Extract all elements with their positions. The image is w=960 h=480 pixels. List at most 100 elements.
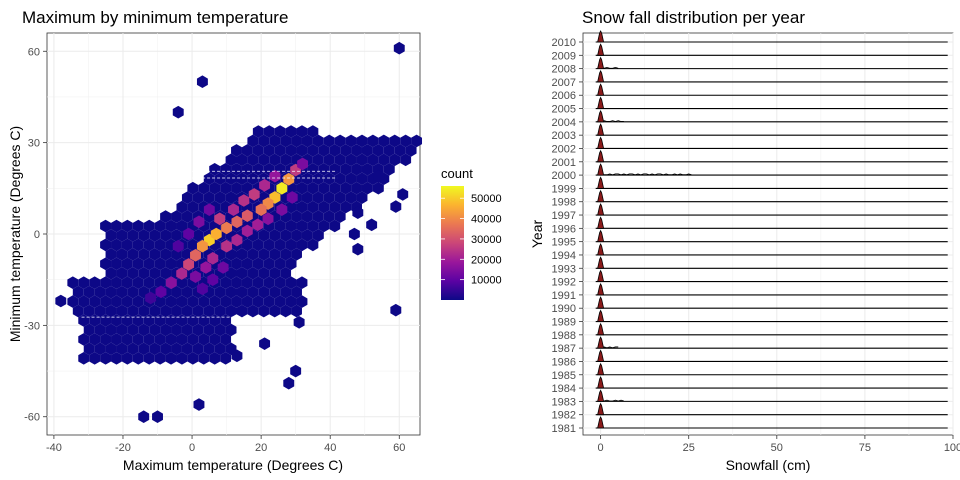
- hexbin-background-cell: [143, 276, 155, 289]
- hexbin-cell: [352, 242, 364, 256]
- hexbin-background-cell: [187, 352, 199, 365]
- legend-ticks: 10000 20000 30000 40000 50000: [441, 193, 502, 287]
- x-tick-label: 0: [598, 442, 604, 454]
- ridge-density-2001: [597, 149, 605, 163]
- hexbin-cell: [286, 191, 298, 204]
- ridge-density-1987: [597, 336, 605, 349]
- hexbin-cell: [172, 239, 184, 253]
- hexbin-background-cell: [269, 285, 281, 299]
- hexbin-background-cell: [312, 210, 324, 223]
- hexbin-background-cell: [181, 342, 193, 356]
- hexbin-background-cell: [285, 276, 297, 289]
- hexbin-background-cell: [165, 352, 177, 365]
- hexbin-cell: [393, 41, 405, 55]
- hexbin-background-cell: [329, 163, 341, 176]
- hexbin-background-cell: [247, 172, 259, 186]
- hexbin-cell: [214, 212, 226, 226]
- hexbin-background-cell: [225, 153, 237, 167]
- hexbin-cell: [269, 169, 281, 183]
- hexbin-background-cell: [269, 248, 281, 261]
- hexbin-background-cell: [307, 125, 319, 138]
- hexbin-background-cell: [296, 295, 308, 308]
- hexbin-background-cell: [176, 219, 188, 233]
- hexbin-background-cell: [225, 304, 237, 318]
- hexbin-background-cell: [296, 276, 308, 289]
- hexbin-y-ticks: -60 -30 0 30 60: [24, 46, 47, 424]
- hexbin-cell: [366, 218, 378, 232]
- hexbin-background-cell: [132, 333, 144, 346]
- year-label: 2005: [552, 104, 576, 116]
- hexbin-background-cell: [394, 144, 406, 157]
- hexbin-background-cell: [285, 257, 297, 271]
- hexbin-cell: [55, 294, 67, 308]
- hexbin-background-cell: [116, 266, 128, 280]
- hexbin-background-cell: [274, 238, 286, 252]
- ridge-density-1995: [597, 229, 605, 243]
- count-legend: count 10000 20000 30000 40000 50000: [441, 166, 502, 300]
- hexbin-background-cell: [351, 144, 362, 157]
- legend-title: count: [441, 166, 473, 181]
- hexbin-background-cell: [383, 163, 395, 176]
- hexbin-background-cell: [94, 304, 106, 318]
- ridge-density-2003: [597, 123, 605, 136]
- hexbin-background-cell: [285, 144, 297, 157]
- hexbin-background-cell: [209, 163, 221, 176]
- ridge-density-2004: [597, 109, 605, 123]
- hexbin-background-cell: [323, 134, 335, 148]
- hexbin-background-cell: [296, 181, 308, 195]
- hexbin-cell: [238, 194, 250, 207]
- year-label: 1992: [552, 277, 576, 289]
- hexbin-background-cell: [263, 257, 275, 271]
- x-tick-label: 20: [255, 442, 267, 454]
- ridge-density-1992: [597, 269, 605, 282]
- hexbin-background-cell: [334, 191, 346, 204]
- hexbin-background-cell: [111, 276, 122, 289]
- hexbin-background-cell: [367, 134, 379, 148]
- hexbin-background-cell: [361, 181, 373, 195]
- hexbin-background-cell: [214, 342, 226, 356]
- hexbin-background-cell: [307, 181, 319, 195]
- hexbin-background-cell: [121, 295, 133, 308]
- hexbin-background-cell: [225, 323, 237, 337]
- hexbin-background-cell: [236, 266, 248, 280]
- hexbin-background-cell: [312, 191, 324, 204]
- ridge-density-2010: [597, 30, 605, 43]
- hexbin-background-cell: [149, 342, 161, 356]
- hexbin-background-cell: [241, 276, 253, 289]
- hexbin-background-cell: [291, 304, 302, 318]
- hexbin-background-cell: [154, 257, 166, 271]
- hexbin-background-cell: [269, 229, 281, 242]
- hexbin-background-cell: [154, 333, 166, 346]
- year-label: 1998: [552, 197, 576, 209]
- hexbin-background-cell: [329, 219, 341, 233]
- hexbin-background-cell: [258, 248, 270, 261]
- x-tick-label: -20: [115, 442, 131, 454]
- hexbin-background-cell: [231, 295, 242, 308]
- ridge-density-1982: [597, 402, 605, 416]
- hexbin-background-cell: [203, 191, 215, 204]
- year-label: 1983: [552, 396, 576, 408]
- hexbin-background-cell: [383, 144, 395, 157]
- hexbin-cell: [228, 203, 239, 216]
- hexbin-cell: [283, 376, 295, 390]
- hexbin-cell: [276, 182, 288, 195]
- ridge-density-2005: [597, 96, 605, 109]
- hexbin-background-cell: [361, 144, 373, 157]
- hexbin-background-cell: [296, 125, 308, 138]
- hexbin-cell: [241, 209, 253, 223]
- hexbin-background-cell: [351, 181, 362, 195]
- year-label: 2000: [552, 170, 576, 182]
- hexbin-cell: [152, 410, 163, 424]
- hexbin-cell: [172, 105, 184, 119]
- hexbin-background-cell: [291, 229, 302, 242]
- hexbin-background-cell: [132, 219, 144, 233]
- hexbin-panel: Maximum by minimum temperature -40 -20 0 20…: [7, 8, 423, 473]
- hexbin-background-cell: [252, 276, 264, 289]
- hexbin-background-cell: [312, 229, 324, 242]
- year-label: 2009: [552, 50, 576, 62]
- hexbin-background-cell: [94, 323, 106, 337]
- ridge-density-1989: [597, 309, 605, 322]
- hexbin-background-cell: [345, 191, 357, 204]
- hexbin-background-cell: [301, 172, 313, 186]
- year-label: 2003: [552, 130, 576, 142]
